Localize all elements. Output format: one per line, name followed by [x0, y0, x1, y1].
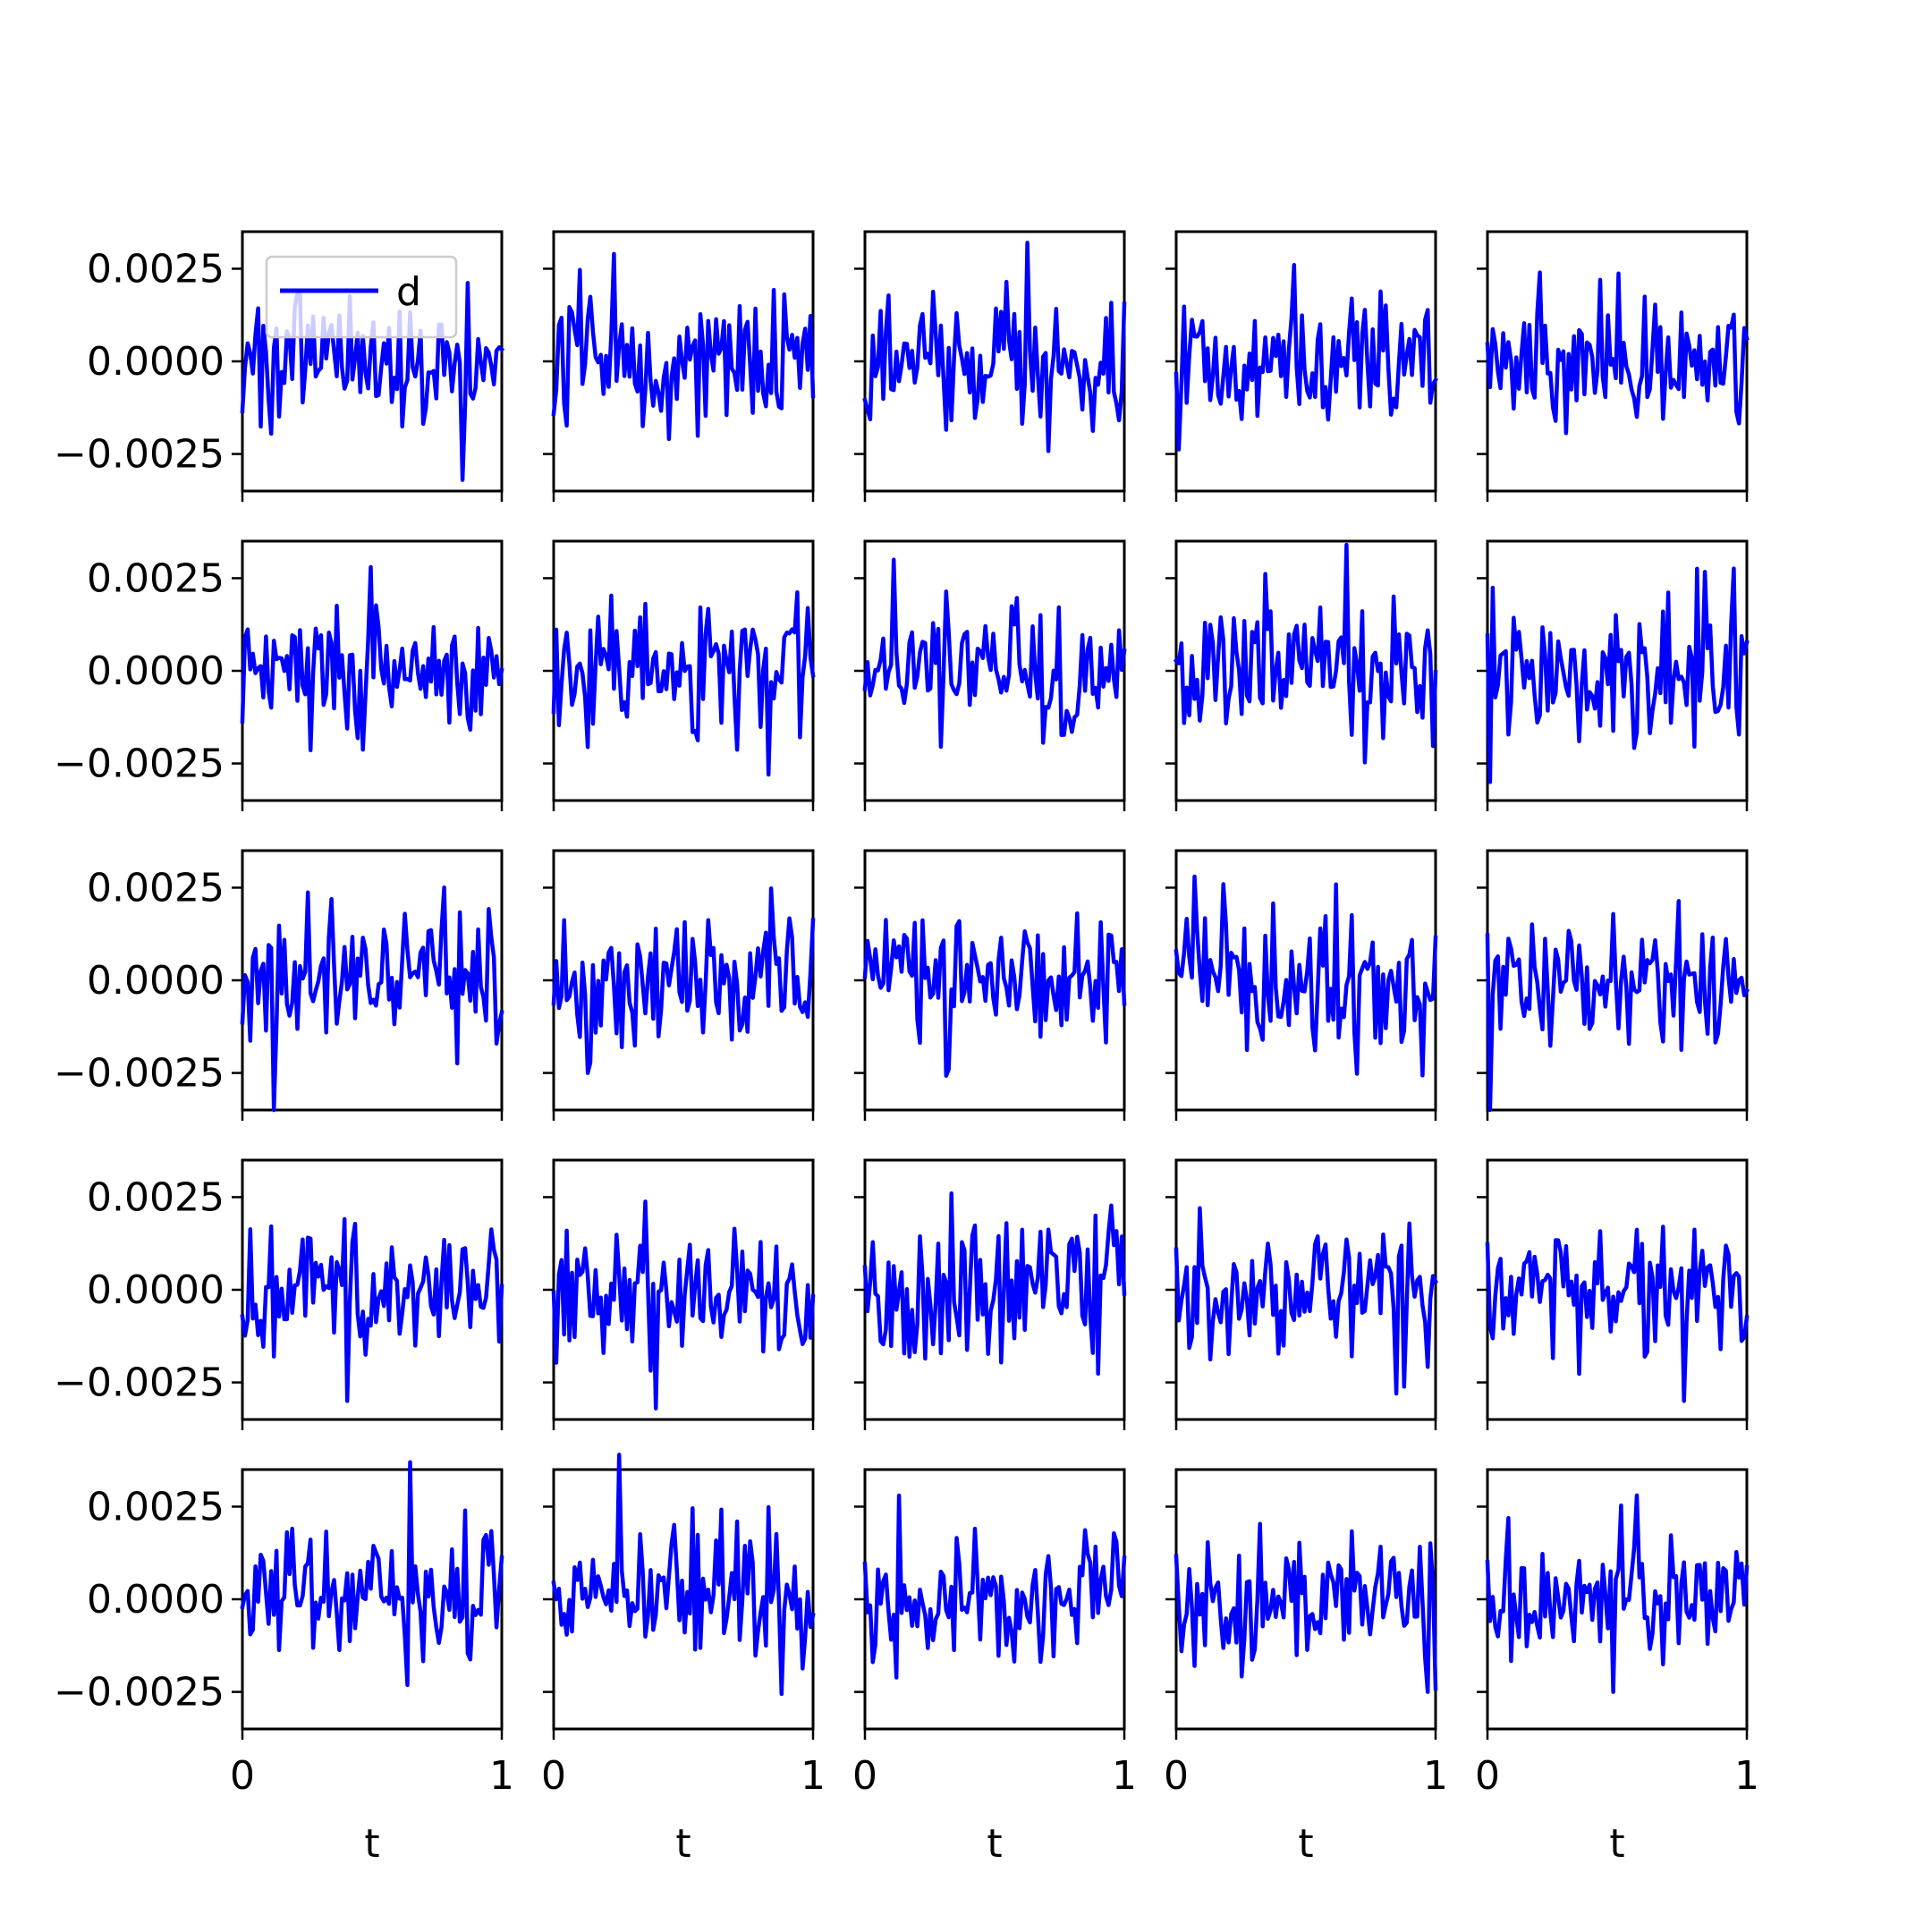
ytick-label-r2-0: 0.0025 — [87, 555, 225, 601]
series-line-r1c2 — [551, 251, 816, 442]
ytick-label-r5-0: 0.0025 — [87, 1484, 225, 1530]
series-line-r2c3 — [862, 557, 1127, 750]
ytick-label-r1-2: −0.0025 — [54, 432, 225, 478]
legend-box — [265, 255, 458, 339]
series-line-r5c1 — [240, 1460, 504, 1688]
xtick-label-c1-0: 0 — [230, 1753, 255, 1799]
series-line-r1c4 — [1174, 263, 1439, 452]
xtick-label-c4-0: 0 — [1164, 1753, 1189, 1799]
ytick-label-r1-1: 0.0000 — [87, 339, 225, 385]
series-line-r5c4 — [1174, 1521, 1438, 1694]
series-line-r3c1 — [240, 885, 504, 1113]
axes-frame-r3c3 — [863, 849, 1126, 1112]
ytick-label-r4-1: 0.0000 — [87, 1267, 225, 1313]
series-line-r4c5 — [1485, 1224, 1750, 1403]
series-line-r2c2 — [551, 589, 816, 777]
series-line-r1c3 — [862, 241, 1127, 453]
xtick-label-c4-1: 1 — [1423, 1753, 1448, 1799]
series-line-r4c2 — [551, 1199, 816, 1411]
ytick-label-r5-1: 0.0000 — [87, 1577, 225, 1623]
xtick-label-c1-1: 1 — [489, 1753, 514, 1799]
series-line-r3c5 — [1485, 899, 1750, 1113]
xtick-label-c3-0: 0 — [852, 1753, 877, 1799]
xtick-label-c5-1: 1 — [1734, 1753, 1759, 1799]
x-axis-label-c5: t — [1609, 1821, 1624, 1867]
series-line-r5c3 — [862, 1493, 1127, 1680]
ytick-label-r5-2: −0.0025 — [54, 1670, 225, 1716]
series-line-r3c4 — [1174, 874, 1438, 1078]
xtick-label-c2-1: 1 — [801, 1753, 826, 1799]
series-line-r2c4 — [1173, 542, 1438, 765]
series-line-r3c3 — [862, 911, 1127, 1079]
axes-frame-r4c5 — [1486, 1158, 1749, 1421]
series-line-r5c5 — [1485, 1493, 1750, 1694]
series-line-r1c5 — [1485, 270, 1750, 436]
ytick-label-r4-0: 0.0025 — [87, 1174, 225, 1220]
x-axis-label-c4: t — [1298, 1821, 1313, 1867]
xtick-label-c2-0: 0 — [541, 1753, 566, 1799]
x-axis-label-c1: t — [364, 1821, 379, 1867]
ytick-label-r2-2: −0.0025 — [54, 741, 225, 787]
ytick-label-r1-0: 0.0025 — [87, 246, 225, 292]
ytick-label-r2-1: 0.0000 — [87, 648, 225, 694]
xtick-label-c3-1: 1 — [1112, 1753, 1137, 1799]
ytick-label-r4-2: −0.0025 — [54, 1360, 225, 1406]
x-axis-label-c3: t — [987, 1821, 1002, 1867]
series-line-r2c5 — [1485, 566, 1750, 784]
series-line-r4c4 — [1174, 1206, 1438, 1396]
series-line-r5c2 — [551, 1453, 816, 1697]
ytick-label-r3-1: 0.0000 — [87, 958, 225, 1004]
x-axis-label-c2: t — [675, 1821, 691, 1867]
legend-label: d — [396, 269, 421, 315]
series-line-r4c3 — [862, 1191, 1127, 1377]
series-line-r4c1 — [240, 1216, 504, 1403]
series-line-r3c2 — [551, 886, 816, 1075]
series-line-r2c1 — [240, 564, 504, 752]
ytick-label-r3-2: −0.0025 — [54, 1051, 225, 1097]
ytick-label-r3-0: 0.0025 — [87, 865, 225, 911]
xtick-label-c5-0: 0 — [1475, 1753, 1500, 1799]
